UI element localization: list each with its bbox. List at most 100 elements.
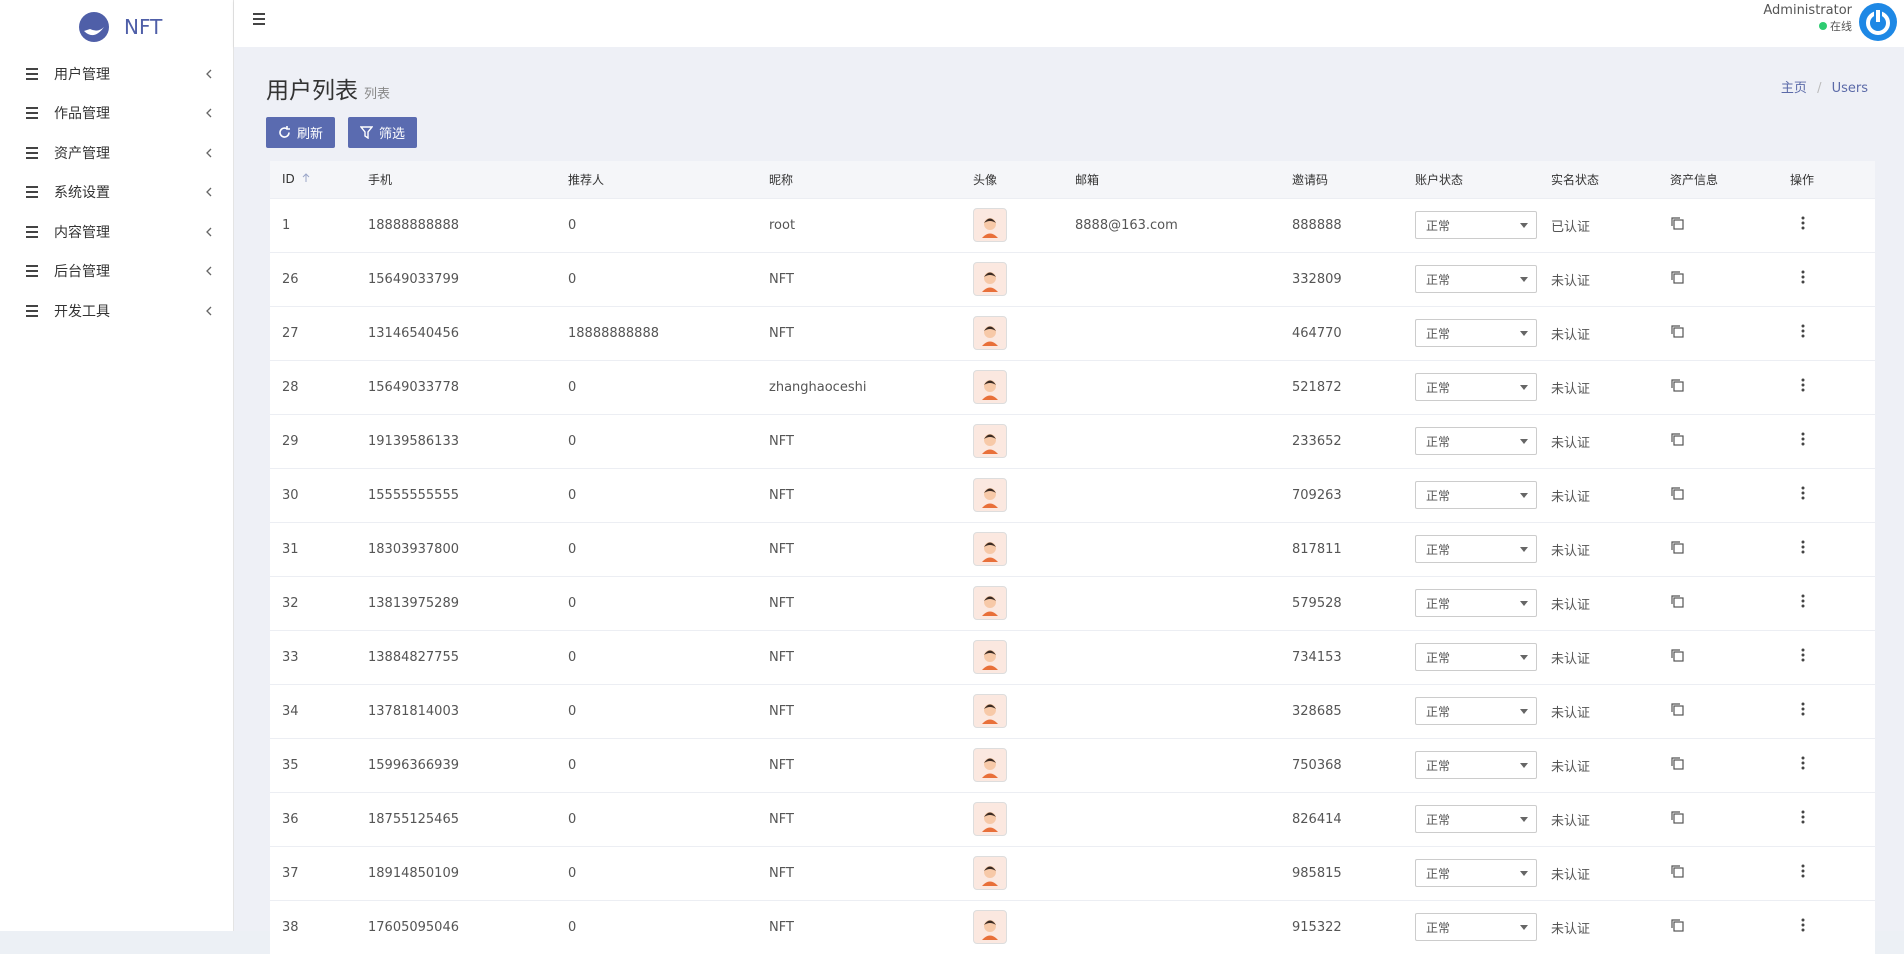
logo-text: NFT: [124, 15, 162, 39]
avatar: [973, 532, 1007, 566]
copy-icon[interactable]: [1670, 594, 1684, 608]
cell: 15649033799: [356, 252, 556, 306]
status-select[interactable]: 正常: [1415, 427, 1537, 455]
cell-nickname: NFT: [769, 704, 794, 719]
cell: 35: [270, 738, 356, 792]
cell: 13813975289: [356, 576, 556, 630]
avatar-image: [979, 374, 1001, 400]
copy-icon[interactable]: [1670, 648, 1684, 662]
avatar: [973, 910, 1007, 944]
avatar: [973, 424, 1007, 458]
status-select[interactable]: 正常: [1415, 751, 1537, 779]
more-icon[interactable]: [1800, 216, 1806, 230]
menu-item[interactable]: 资产管理: [0, 133, 233, 173]
cell: 37: [270, 846, 356, 900]
copy-icon[interactable]: [1670, 756, 1684, 770]
breadcrumb-home[interactable]: 主页: [1781, 81, 1807, 96]
copy-icon[interactable]: [1670, 810, 1684, 824]
more-icon[interactable]: [1800, 270, 1806, 284]
column-label: 推荐人: [568, 173, 604, 187]
copy-icon[interactable]: [1670, 270, 1684, 284]
cell: 13146540456: [356, 306, 556, 360]
cell: 18914850109: [356, 846, 556, 900]
copy-icon[interactable]: [1670, 486, 1684, 500]
cell: [961, 576, 1063, 630]
user-info: Administrator 在线: [1763, 3, 1852, 34]
cell: [961, 630, 1063, 684]
cell: 32: [270, 576, 356, 630]
cell: [1778, 630, 1875, 684]
cell: [1778, 846, 1875, 900]
copy-icon[interactable]: [1670, 324, 1684, 338]
refresh-button[interactable]: 刷新: [266, 117, 335, 148]
cell: [1778, 468, 1875, 522]
status-select[interactable]: 正常: [1415, 373, 1537, 401]
cell: [1778, 252, 1875, 306]
cell: 0: [556, 198, 757, 252]
more-icon[interactable]: [1800, 378, 1806, 392]
cell: [1658, 414, 1778, 468]
status-select[interactable]: 正常: [1415, 805, 1537, 833]
title-text: 用户列表: [266, 78, 358, 104]
cell-invite-code: 985815: [1292, 866, 1342, 881]
more-icon[interactable]: [1800, 648, 1806, 662]
logo[interactable]: NFT: [0, 0, 233, 54]
more-icon[interactable]: [1800, 918, 1806, 932]
cell: 579528: [1280, 576, 1403, 630]
copy-icon[interactable]: [1670, 540, 1684, 554]
avatar-power[interactable]: [1858, 2, 1898, 42]
copy-icon[interactable]: [1670, 864, 1684, 878]
copy-icon[interactable]: [1670, 702, 1684, 716]
menu-item[interactable]: 开发工具: [0, 291, 233, 331]
more-icon[interactable]: [1800, 594, 1806, 608]
more-icon[interactable]: [1800, 486, 1806, 500]
status-select[interactable]: 正常: [1415, 265, 1537, 293]
cell-invite-code: 734153: [1292, 650, 1342, 665]
status-select[interactable]: 正常: [1415, 211, 1537, 239]
menu-item[interactable]: 后台管理: [0, 252, 233, 292]
more-icon[interactable]: [1800, 324, 1806, 338]
menu-item[interactable]: 系统设置: [0, 173, 233, 213]
more-icon[interactable]: [1800, 756, 1806, 770]
cell-phone: 13781814003: [368, 704, 459, 719]
column-label: 手机: [368, 173, 392, 187]
cell-nickname: NFT: [769, 812, 794, 827]
cell-phone: 19139586133: [368, 434, 459, 449]
sort-icon[interactable]: [301, 173, 315, 183]
status-select[interactable]: 正常: [1415, 643, 1537, 671]
more-icon[interactable]: [1800, 864, 1806, 878]
cell-nickname: zhanghaoceshi: [769, 380, 866, 395]
menu-item[interactable]: 作品管理: [0, 94, 233, 134]
menu-item[interactable]: 内容管理: [0, 212, 233, 252]
filter-button[interactable]: 筛选: [348, 117, 417, 148]
cell-nickname: NFT: [769, 650, 794, 665]
copy-icon[interactable]: [1670, 378, 1684, 392]
cell-referrer: 0: [568, 434, 576, 449]
status-select[interactable]: 正常: [1415, 535, 1537, 563]
more-icon[interactable]: [1800, 810, 1806, 824]
status-select[interactable]: 正常: [1415, 913, 1537, 941]
status-select[interactable]: 正常: [1415, 481, 1537, 509]
copy-icon[interactable]: [1670, 216, 1684, 230]
cell: 正常: [1403, 576, 1539, 630]
status-select[interactable]: 正常: [1415, 697, 1537, 725]
menu-item[interactable]: 用户管理: [0, 54, 233, 94]
status-select[interactable]: 正常: [1415, 319, 1537, 347]
cell: [1063, 252, 1280, 306]
menu-toggle[interactable]: [252, 12, 266, 26]
cell: 正常: [1403, 414, 1539, 468]
cell: NFT: [757, 684, 961, 738]
more-icon[interactable]: [1800, 702, 1806, 716]
cell: [1063, 846, 1280, 900]
more-icon[interactable]: [1800, 540, 1806, 554]
copy-icon[interactable]: [1670, 918, 1684, 932]
copy-icon[interactable]: [1670, 432, 1684, 446]
cell: [1658, 306, 1778, 360]
menu-label: 资产管理: [54, 143, 110, 163]
more-icon[interactable]: [1800, 432, 1806, 446]
status-select[interactable]: 正常: [1415, 589, 1537, 617]
avatar-image: [979, 860, 1001, 886]
status-select[interactable]: 正常: [1415, 859, 1537, 887]
